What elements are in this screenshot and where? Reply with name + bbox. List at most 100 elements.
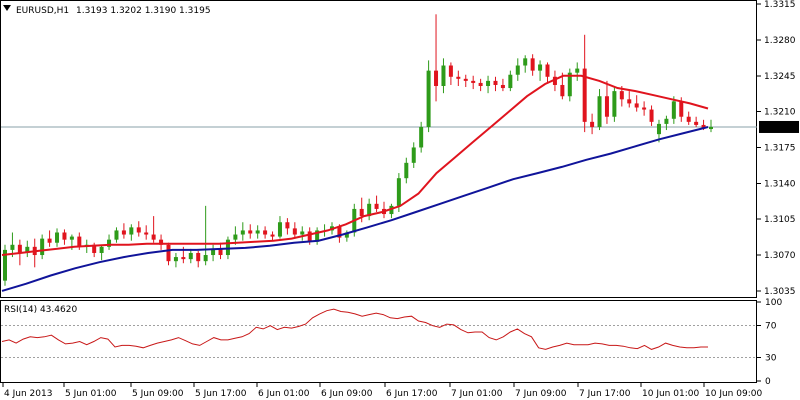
candle-body: [649, 109, 654, 122]
candle-body: [17, 244, 22, 253]
candle-body: [500, 84, 505, 89]
candle-body: [25, 246, 30, 253]
candle-body: [248, 230, 253, 234]
candle-body: [173, 257, 178, 262]
candle-body: [463, 78, 468, 81]
candle-body: [10, 244, 15, 250]
price-tick-label: 1.3315: [764, 0, 796, 10]
candle-body: [590, 121, 595, 127]
candle-body: [107, 239, 112, 247]
candle-body: [671, 101, 676, 119]
candle-body: [627, 99, 632, 104]
candle-body: [456, 76, 461, 79]
candle-body: [701, 124, 706, 128]
candle-body: [597, 96, 602, 127]
candlestick-series: [3, 14, 713, 286]
candle-body: [159, 239, 164, 245]
candle-body: [709, 126, 713, 130]
candle-body: [582, 68, 587, 122]
rsi-y-axis: 100 70 30 0: [1, 298, 782, 387]
rsi-tick-label: 70: [765, 322, 777, 332]
time-tick-label: 6 Jun 01:00: [258, 389, 310, 399]
candle-body: [99, 246, 104, 253]
rsi-tick-label: 0: [765, 377, 771, 387]
candle-body: [538, 64, 543, 71]
rsi-panel[interactable]: [0, 300, 757, 383]
time-tick-label: 10 Jun 01:00: [642, 389, 699, 399]
price-tick-label: 1.3140: [764, 179, 796, 189]
candle-body: [240, 230, 245, 235]
candle-body: [270, 234, 275, 237]
candle-body: [619, 91, 624, 100]
candle-body: [277, 222, 282, 237]
candle-body: [300, 231, 305, 235]
price-tick-label: 1.3105: [764, 215, 796, 225]
time-tick-label: 5 Jun 17:00: [195, 389, 247, 399]
current-price-tag-text: 1.3195: [763, 123, 795, 133]
candle-body: [486, 80, 491, 86]
candle-body: [389, 205, 394, 215]
candle-body: [426, 70, 431, 127]
rsi-label: RSI(14) 43.4620: [4, 305, 77, 315]
candle-body: [530, 58, 535, 71]
price-tick-label: 1.3245: [764, 72, 796, 82]
candle-body: [263, 230, 268, 235]
candle-body: [315, 230, 320, 242]
candle-body: [367, 203, 372, 217]
candle-body: [642, 107, 647, 110]
candle-body: [121, 230, 126, 235]
candle-body: [434, 70, 439, 86]
time-tick-label: 10 Jun 09:00: [705, 389, 762, 399]
price-tick-label: 1.3175: [764, 143, 796, 153]
candle-body: [664, 118, 669, 124]
candle-body: [419, 126, 424, 148]
candle-body: [144, 232, 149, 235]
candle-body: [411, 147, 416, 163]
candle-body: [404, 162, 409, 179]
moving-average-slow-line: [1, 126, 709, 292]
candle-body: [337, 226, 342, 238]
candle-body: [656, 123, 661, 135]
candle-body: [3, 249, 7, 281]
candle-body: [255, 230, 260, 234]
candle-body: [567, 72, 572, 97]
candle-body: [604, 96, 609, 117]
candle-body: [344, 232, 349, 238]
candle-body: [471, 80, 476, 83]
candle-body: [634, 103, 639, 108]
candle-body: [292, 228, 297, 235]
candle-body: [181, 257, 186, 260]
candle-body: [560, 84, 565, 97]
candle-body: [196, 252, 201, 262]
candle-body: [188, 252, 193, 260]
price-panel[interactable]: [0, 0, 757, 298]
candle-body: [92, 244, 97, 253]
triangle-down-icon[interactable]: [3, 5, 11, 11]
candle-body: [77, 236, 82, 247]
candle-body: [285, 222, 290, 229]
price-tick-label: 1.3210: [764, 108, 796, 118]
candle-body: [575, 68, 580, 73]
time-tick-label: 7 Jun 09:00: [515, 389, 567, 399]
candle-body: [233, 234, 238, 240]
candle-body: [441, 65, 446, 86]
candle-body: [218, 248, 223, 256]
price-tick-label: 1.3070: [764, 251, 796, 261]
ohlc-label: 1.3193 1.3202 1.3190 1.3195: [76, 6, 211, 16]
rsi-tick-label: 30: [765, 353, 777, 363]
candle-body: [69, 236, 74, 240]
time-tick-label: 7 Jun 17:00: [579, 389, 631, 399]
candle-body: [545, 64, 550, 77]
moving-average-fast-line: [1, 74, 709, 256]
rsi-line: [1, 308, 708, 350]
price-tick-label: 1.3280: [764, 36, 796, 46]
candle-body: [523, 58, 528, 66]
candle-body: [478, 82, 483, 86]
time-tick-label: 5 Jun 09:00: [132, 389, 184, 399]
candle-body: [515, 65, 520, 75]
candle-body: [136, 227, 141, 233]
candle-body: [612, 91, 617, 117]
candle-body: [694, 121, 699, 125]
candle-body: [114, 230, 119, 240]
